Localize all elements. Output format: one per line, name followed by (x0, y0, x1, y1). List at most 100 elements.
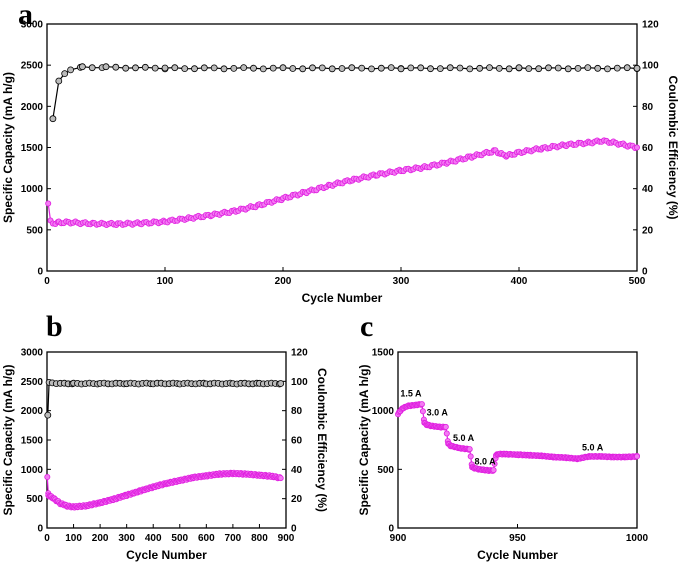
efficiency-point (289, 65, 297, 72)
y2-tick-label: 40 (291, 465, 303, 476)
efficiency-point (397, 65, 405, 73)
efficiency-point (277, 380, 285, 387)
y-tick-label: 1500 (372, 348, 395, 359)
y-tick-label: 3000 (21, 20, 44, 31)
efficiency-point (250, 64, 257, 72)
capacity-point (277, 475, 284, 482)
y2-axis-label: Coulombic Efficiency (%) (666, 75, 680, 219)
capacity-point (443, 430, 450, 437)
efficiency-point (161, 64, 169, 72)
efficiency-point (67, 66, 74, 74)
x-tick-label: 400 (511, 276, 528, 287)
series-line (46, 471, 282, 509)
efficiency-point (633, 64, 641, 72)
efficiency-point (613, 64, 621, 72)
efficiency-point (181, 65, 189, 72)
efficiency-point (604, 65, 611, 73)
x-tick-label: 100 (157, 276, 174, 287)
efficiency-point (259, 65, 267, 73)
capacity-point (491, 460, 498, 467)
x-axis-label: Cycle Number (477, 548, 558, 562)
y2-tick-label: 100 (291, 377, 308, 388)
efficiency-point (210, 64, 218, 72)
y-tick-label: 2000 (21, 406, 44, 417)
efficiency-point (309, 64, 316, 72)
rate-annotation: 5.0 A (453, 433, 475, 443)
y-axis-label: Specific Capacity (mA h/g) (1, 72, 15, 223)
y2-tick-label: 40 (642, 184, 654, 195)
y-axis-label: Specific Capacity (mA h/g) (357, 365, 371, 516)
capacity-point (45, 200, 52, 207)
efficiency-point (49, 115, 57, 123)
efficiency-point (132, 64, 139, 72)
efficiency-point (348, 64, 356, 72)
efficiency-point (486, 64, 493, 71)
y-tick-label: 500 (377, 465, 394, 476)
y2-tick-label: 60 (642, 143, 654, 154)
efficiency-point (55, 77, 63, 85)
efficiency-point (377, 64, 385, 72)
efficiency-point (279, 64, 287, 72)
x-tick-label: 0 (44, 533, 50, 544)
efficiency-point (446, 64, 454, 72)
capacity-point (418, 401, 425, 408)
y-tick-label: 3000 (21, 348, 44, 359)
efficiency-point (574, 65, 582, 72)
capacity-point (467, 453, 474, 460)
efficiency-point (240, 64, 248, 71)
y-tick-label: 1500 (21, 436, 44, 447)
y2-tick-label: 80 (291, 406, 303, 417)
x-tick-label: 500 (629, 276, 646, 287)
efficiency-point (171, 64, 179, 72)
x-tick-label: 100 (65, 533, 82, 544)
efficiency-point (112, 63, 120, 71)
efficiency-point (476, 64, 484, 72)
y-axis-label: Specific Capacity (mA h/g) (1, 365, 15, 516)
capacity-point (634, 453, 641, 460)
efficiency-point (269, 64, 277, 72)
x-tick-label: 200 (275, 276, 292, 287)
panel-label-c: c (360, 310, 373, 343)
efficiency-point (44, 411, 52, 419)
y2-tick-label: 20 (642, 225, 654, 236)
x-axis-label: Cycle Number (302, 291, 383, 305)
efficiency-point (387, 64, 395, 71)
efficiency-point (220, 65, 228, 73)
efficiency-point (122, 64, 130, 72)
y-tick-label: 0 (37, 267, 43, 278)
series-line (47, 381, 281, 416)
efficiency-point (515, 64, 523, 72)
rate-annotation: 8.0 A (474, 457, 496, 467)
efficiency-point (318, 64, 326, 72)
rate-annotation: 1.5 A (400, 389, 422, 399)
y2-tick-label: 0 (291, 524, 297, 535)
efficiency-point (200, 64, 208, 72)
efficiency-point (594, 64, 602, 72)
panel-label-b: b (46, 310, 63, 343)
efficiency-point (79, 63, 86, 71)
efficiency-point (456, 64, 464, 72)
efficiency-point (338, 65, 346, 72)
y2-tick-label: 0 (642, 267, 648, 278)
x-tick-label: 800 (251, 533, 268, 544)
x-tick-label: 1000 (626, 533, 649, 544)
capacity-point (466, 446, 473, 453)
efficiency-point (230, 65, 238, 72)
plot-frame (397, 351, 638, 529)
efficiency-point (584, 64, 592, 71)
efficiency-point (151, 64, 159, 72)
panel-a: 0 100 200 300 400 500050010001500200025003000… (1, 20, 680, 306)
y-tick-label: 1000 (21, 465, 44, 476)
rate-annotation: 3.0 A (427, 407, 449, 417)
efficiency-point (427, 65, 434, 73)
capacity-point (634, 144, 641, 151)
efficiency-point (328, 65, 336, 73)
efficiency-point (495, 65, 503, 72)
efficiency-point (141, 63, 149, 71)
capacity-point (490, 467, 497, 474)
efficiency-point (564, 65, 572, 73)
efficiency-point (525, 65, 533, 72)
x-tick-label: 300 (118, 533, 135, 544)
efficiency-point (623, 64, 631, 72)
